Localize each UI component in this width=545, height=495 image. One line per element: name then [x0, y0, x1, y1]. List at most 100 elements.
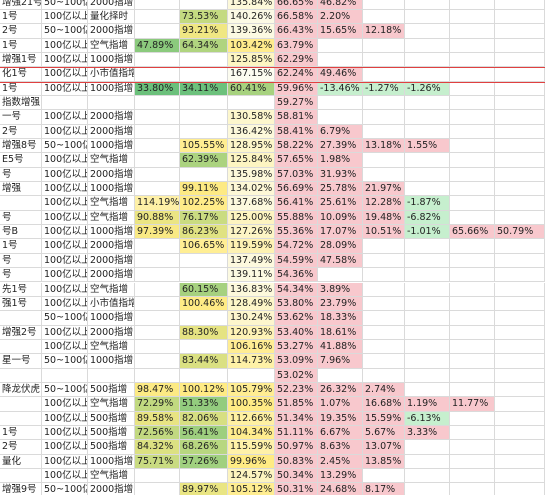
value-cell: 105.55%	[180, 139, 228, 154]
value-cell: 112.66%	[228, 411, 275, 426]
value-cell: 88.30%	[180, 325, 228, 340]
value-cell	[135, 110, 180, 125]
value-cell: 72.29%	[135, 397, 180, 412]
value-cell: 134.02%	[228, 182, 275, 197]
text-cell	[42, 368, 88, 383]
value-cell	[450, 382, 495, 398]
text-cell: 号	[0, 167, 42, 183]
value-cell	[405, 339, 450, 355]
text-cell: 空气指增	[88, 282, 135, 297]
text-cell: 星一号	[0, 354, 42, 369]
text-cell: 500指增	[88, 426, 135, 441]
value-cell: -1.26%	[405, 81, 450, 96]
value-cell: 89.58%	[135, 411, 180, 426]
value-cell	[450, 440, 495, 455]
text-cell	[42, 95, 88, 111]
value-cell	[495, 153, 545, 168]
text-cell: 1号	[0, 81, 42, 96]
text-cell: 500指增	[88, 440, 135, 455]
text-cell: 100亿以上	[42, 469, 88, 484]
text-cell: 100亿以上	[42, 182, 88, 197]
value-cell	[495, 167, 545, 183]
value-cell	[405, 24, 450, 39]
value-cell: -6.82%	[405, 210, 450, 226]
text-cell: 化1号	[0, 67, 42, 82]
value-cell	[363, 52, 405, 68]
text-cell: 50~100亿	[42, 483, 88, 495]
text-cell: 增强1号	[0, 52, 42, 68]
value-cell: -6.13%	[405, 411, 450, 426]
value-cell	[450, 454, 495, 470]
value-cell	[363, 0, 405, 10]
text-cell: 2号	[0, 24, 42, 39]
value-cell	[450, 196, 495, 211]
value-cell: -1.27%	[363, 81, 405, 96]
value-cell: 46.82%	[318, 0, 363, 10]
value-cell	[405, 0, 450, 10]
value-cell: 23.79%	[318, 296, 363, 312]
value-cell	[318, 268, 363, 283]
value-cell	[363, 339, 405, 355]
value-cell	[363, 153, 405, 168]
value-cell	[450, 153, 495, 168]
value-cell	[135, 139, 180, 154]
value-cell	[450, 182, 495, 197]
value-cell	[495, 124, 545, 139]
value-cell: 49.46%	[318, 67, 363, 82]
value-cell: 114.19%	[135, 196, 180, 211]
value-cell	[405, 110, 450, 125]
value-cell	[495, 469, 545, 484]
value-cell	[450, 81, 495, 96]
value-cell	[450, 311, 495, 326]
value-cell: 139.36%	[228, 24, 275, 39]
value-cell: 102.25%	[180, 196, 228, 211]
text-cell: 100亿以上	[42, 153, 88, 168]
value-cell	[405, 454, 450, 470]
text-cell: 1号	[0, 38, 42, 53]
text-cell: 增强9号	[0, 483, 42, 495]
text-cell: 2号	[0, 124, 42, 139]
text-cell: 空气指增	[88, 469, 135, 484]
value-cell	[405, 368, 450, 383]
value-cell: 47.89%	[135, 38, 180, 53]
value-cell: 53.27%	[275, 339, 318, 355]
value-cell	[405, 282, 450, 297]
value-cell	[180, 67, 228, 82]
text-cell: 小市值指增	[88, 67, 135, 82]
value-cell	[363, 239, 405, 254]
value-cell: 139.11%	[228, 268, 275, 283]
value-cell: 51.33%	[180, 397, 228, 412]
text-cell: 指数增强	[0, 95, 42, 111]
value-cell: 18.33%	[318, 311, 363, 326]
value-cell	[495, 253, 545, 269]
value-cell: 21.97%	[363, 182, 405, 197]
value-cell: 58.81%	[275, 110, 318, 125]
value-cell: 59.96%	[275, 81, 318, 96]
value-cell	[318, 95, 363, 111]
value-cell: 53.40%	[275, 325, 318, 340]
value-cell	[495, 368, 545, 383]
text-cell: 2000指增	[88, 110, 135, 125]
value-cell	[135, 311, 180, 326]
text-cell	[0, 311, 42, 326]
value-cell	[405, 38, 450, 53]
value-cell	[450, 167, 495, 183]
value-cell	[180, 110, 228, 125]
value-cell	[450, 24, 495, 39]
value-cell: 2.45%	[318, 454, 363, 470]
value-cell	[495, 239, 545, 254]
value-cell: 137.49%	[228, 253, 275, 269]
value-cell	[405, 153, 450, 168]
text-cell: 1号	[0, 9, 42, 25]
value-cell	[450, 325, 495, 340]
value-cell	[495, 67, 545, 82]
text-cell: 号	[0, 253, 42, 269]
value-cell: 3.33%	[405, 426, 450, 441]
text-cell: 50~100亿	[42, 0, 88, 10]
text-cell: 50~100亿	[42, 139, 88, 154]
value-cell: 135.98%	[228, 167, 275, 183]
value-cell	[318, 110, 363, 125]
value-cell: 2.74%	[363, 382, 405, 398]
value-cell	[495, 9, 545, 25]
value-cell: 58.41%	[275, 124, 318, 139]
